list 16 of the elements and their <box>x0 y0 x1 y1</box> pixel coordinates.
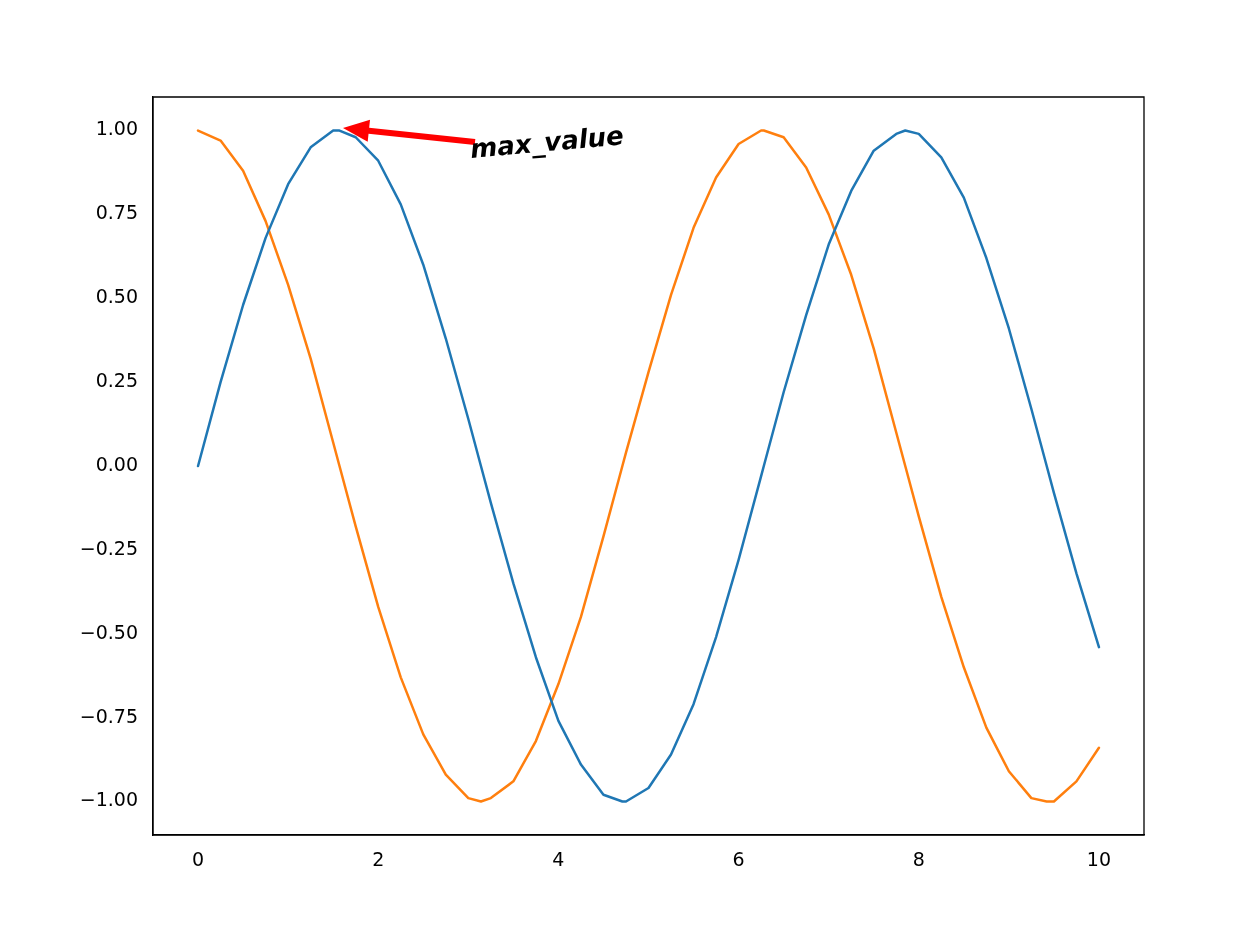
y-tick-label: −0.25 <box>79 536 138 559</box>
x-tick-label: 8 <box>912 848 925 871</box>
y-tick-label: 0.50 <box>95 285 138 308</box>
y-tick-label: 0.75 <box>95 201 138 224</box>
x-tick-label: 0 <box>192 848 205 871</box>
y-tick-label: 0.00 <box>95 452 138 475</box>
x-tick-label: 4 <box>552 848 565 871</box>
y-tick-label: −0.50 <box>79 620 138 643</box>
x-tick-label: 6 <box>732 848 745 871</box>
y-tick-label: −1.00 <box>79 788 138 811</box>
x-tick-label: 10 <box>1086 848 1112 871</box>
y-tick-label: −0.75 <box>79 704 138 727</box>
x-tick-label: 2 <box>372 848 385 871</box>
y-tick-label: 1.00 <box>95 117 138 140</box>
annotation: max_value <box>468 120 625 164</box>
y-tick-label: 0.25 <box>95 369 138 392</box>
